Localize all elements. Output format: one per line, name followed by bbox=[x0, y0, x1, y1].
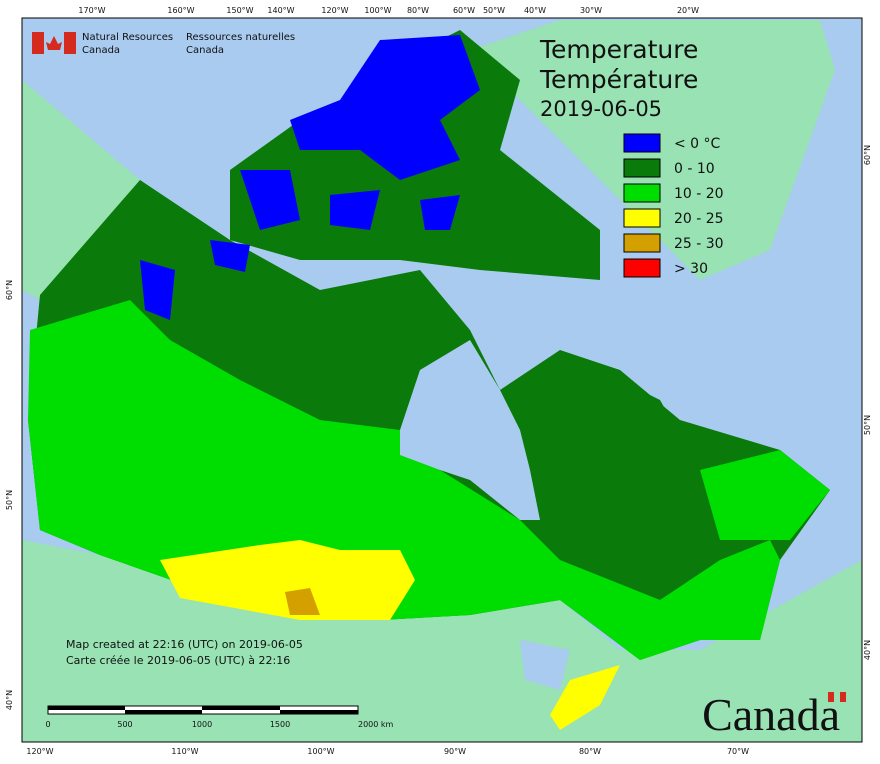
graticule-label: 100°W bbox=[307, 747, 334, 756]
region bbox=[330, 190, 380, 230]
legend-label: > 30 bbox=[674, 261, 708, 277]
scale-label: 1500 bbox=[270, 720, 290, 729]
legend-swatch bbox=[623, 233, 661, 253]
graticule-label: 20°W bbox=[677, 6, 699, 15]
graticule-label: 150°W bbox=[226, 6, 253, 15]
region bbox=[285, 588, 320, 615]
flag bbox=[32, 32, 846, 702]
frame-border bbox=[21, 17, 863, 743]
department-fr: Canada bbox=[186, 45, 224, 56]
graticule-label: 40°N bbox=[5, 690, 14, 710]
department-fr: Ressources naturelles bbox=[186, 32, 295, 43]
department-en: Canada bbox=[82, 45, 120, 56]
graticule-label: 80°W bbox=[407, 6, 429, 15]
legend-swatch bbox=[623, 208, 661, 228]
region bbox=[140, 35, 480, 320]
scale-bar-segment bbox=[280, 710, 358, 714]
wordmark: Canada bbox=[702, 689, 840, 740]
legend-label: 20 - 25 bbox=[674, 211, 724, 227]
scale-bar bbox=[47, 705, 359, 715]
legend-swatch bbox=[623, 133, 661, 153]
legend-label: < 0 °C bbox=[674, 136, 721, 152]
graticule-label: 50°N bbox=[5, 490, 14, 510]
scale-bar-segment bbox=[48, 706, 125, 710]
graticule-label: 160°W bbox=[167, 6, 194, 15]
legend-label: 0 - 10 bbox=[674, 161, 715, 177]
graticule-label: 110°W bbox=[171, 747, 198, 756]
scale-bar-segment bbox=[125, 710, 202, 714]
graticule-label: 70°W bbox=[727, 747, 749, 756]
legend-label: 25 - 30 bbox=[674, 236, 724, 252]
flag-band bbox=[32, 32, 44, 54]
graticule-label: 140°W bbox=[267, 6, 294, 15]
scale-bar-segment bbox=[202, 706, 280, 710]
region bbox=[700, 450, 830, 540]
scale-label: 1000 bbox=[192, 720, 212, 729]
legend-label: 10 - 20 bbox=[674, 186, 724, 202]
region bbox=[240, 170, 300, 230]
region bbox=[530, 370, 700, 560]
flag-band bbox=[828, 692, 834, 702]
scale-label: 0 bbox=[45, 720, 50, 729]
graticule-label: 50°N bbox=[863, 415, 872, 435]
department-en: Natural Resources bbox=[82, 32, 173, 43]
legend-swatch bbox=[623, 158, 661, 178]
graticule-label: 40°N bbox=[863, 640, 872, 660]
graticule-label: 170°W bbox=[78, 6, 105, 15]
flag-leaf bbox=[46, 36, 62, 50]
graticule-label: 60°N bbox=[863, 145, 872, 165]
land bbox=[22, 540, 862, 742]
scale-label: 2000 km bbox=[358, 720, 394, 729]
water bbox=[520, 640, 570, 690]
date: 2019-06-05 bbox=[540, 97, 662, 121]
graticule-label: 100°W bbox=[364, 6, 391, 15]
graticule-label: 60°N bbox=[5, 280, 14, 300]
region bbox=[210, 240, 250, 272]
title: Temperature bbox=[539, 35, 698, 64]
title: Température bbox=[539, 65, 698, 94]
region bbox=[420, 195, 460, 230]
created-note: Carte créée le 2019-06-05 (UTC) à 22:16 bbox=[66, 654, 290, 667]
map-frame bbox=[21, 17, 863, 743]
graticule-label: 80°W bbox=[579, 747, 601, 756]
water bbox=[400, 340, 540, 520]
graticule-label: 90°W bbox=[444, 747, 466, 756]
graticule-label: 40°W bbox=[524, 6, 546, 15]
region bbox=[160, 540, 415, 620]
flag-band bbox=[840, 692, 846, 702]
region bbox=[140, 260, 175, 320]
graticule-label: 120°W bbox=[321, 6, 348, 15]
legend-swatch bbox=[623, 258, 661, 278]
legend-swatch bbox=[623, 183, 661, 203]
region bbox=[550, 665, 620, 730]
graticule-label: 30°W bbox=[580, 6, 602, 15]
graticule-label: 60°W bbox=[453, 6, 475, 15]
created-note: Map created at 22:16 (UTC) on 2019-06-05 bbox=[66, 638, 303, 651]
flag-band bbox=[64, 32, 76, 54]
scale-label: 500 bbox=[117, 720, 132, 729]
graticule-label: 120°W bbox=[26, 747, 53, 756]
region bbox=[290, 35, 480, 180]
graticule-label: 50°W bbox=[483, 6, 505, 15]
